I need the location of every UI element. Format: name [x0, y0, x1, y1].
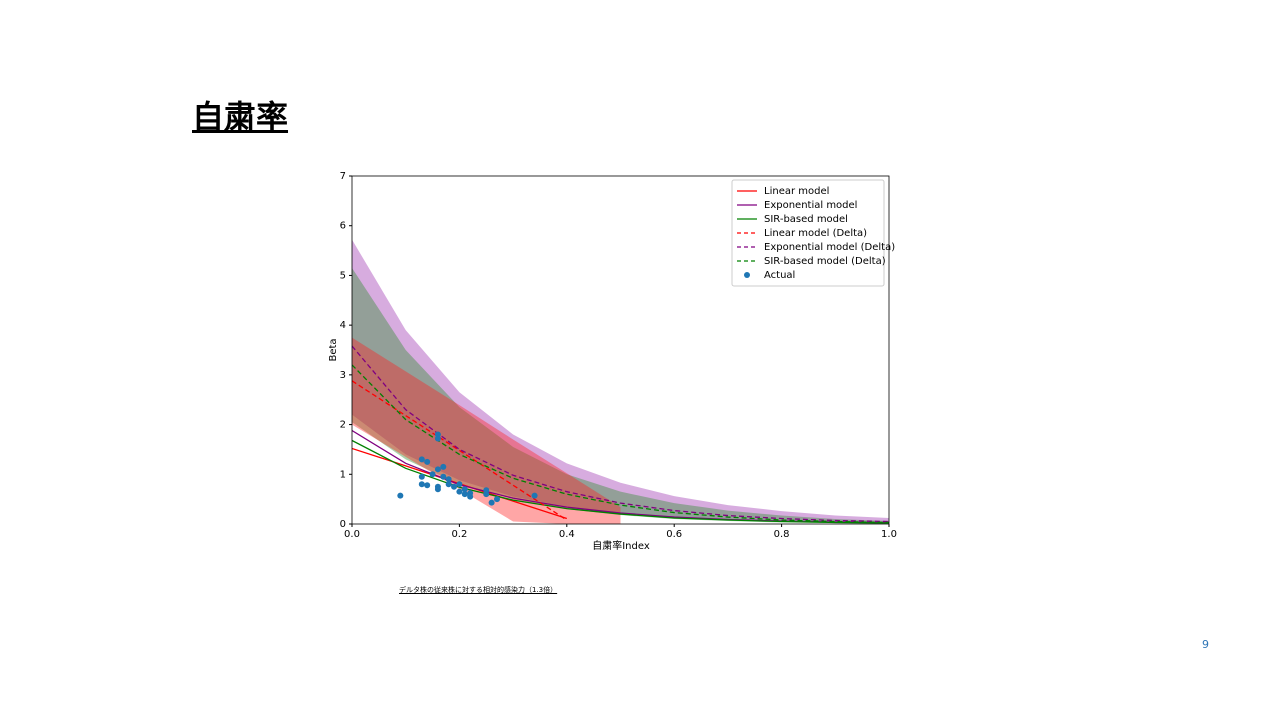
y-tick-label: 6 [340, 221, 346, 232]
scatter-point [456, 481, 463, 488]
scatter-point [467, 490, 474, 497]
scatter-point [456, 488, 463, 495]
scatter-point [493, 496, 500, 503]
confidence-band [352, 267, 889, 524]
scatter-point [483, 487, 490, 494]
scatter-point [424, 458, 431, 465]
x-tick-label: 0.6 [666, 529, 682, 540]
legend-label: SIR-based model (Delta) [764, 256, 886, 267]
scatter-point [445, 476, 452, 483]
scatter-point [445, 481, 452, 488]
legend-label: Exponential model (Delta) [764, 242, 895, 253]
scatter-point [451, 483, 458, 490]
scatter-point [434, 466, 441, 473]
y-tick-label: 5 [340, 270, 346, 281]
scatter-point [418, 456, 425, 463]
scatter-point [418, 481, 425, 488]
x-tick-label: 1.0 [881, 529, 897, 540]
line [352, 439, 889, 524]
line [352, 345, 889, 523]
plot-area [352, 239, 889, 524]
legend-label: SIR-based model [764, 214, 848, 225]
plot-frame [351, 175, 890, 525]
legend: Linear model Exponential model SIR-based m… [731, 179, 895, 287]
legend-box [731, 179, 885, 287]
line [352, 380, 568, 521]
scatter-point [429, 471, 436, 478]
y-tick-label: 7 [340, 171, 346, 182]
line [352, 364, 889, 524]
scatter-point [440, 473, 447, 480]
scatter-point [424, 482, 431, 489]
x-tick-label: 0.0 [344, 529, 360, 540]
y-tick-label: 1 [340, 469, 346, 480]
y-tick-label: 4 [340, 320, 346, 331]
x-axis-label: 自粛率Index [592, 539, 650, 552]
scatter-point [461, 486, 468, 493]
scatter-point [488, 499, 495, 506]
scatter-point [434, 486, 441, 493]
scatter-point [531, 492, 538, 499]
confidence-band [352, 337, 621, 524]
legend-label: Actual [764, 270, 795, 281]
footnote: デルタ株の従来株に対する相対的感染力（1.3倍） [399, 586, 558, 594]
scatter-point [461, 491, 468, 498]
legend-swatch [744, 272, 750, 278]
legend-label: Exponential model [764, 200, 857, 211]
slide-title: 自粛率 [192, 98, 289, 136]
x-tick-label: 0.2 [451, 529, 467, 540]
x-tick-label: 0.8 [774, 529, 790, 540]
scatter-point [418, 473, 425, 480]
legend-label: Linear model [764, 186, 829, 197]
y-tick-label: 2 [340, 420, 346, 431]
scatter-point [397, 492, 404, 499]
y-tick-label: 0 [340, 519, 346, 530]
confidence-band [352, 239, 889, 524]
legend-label: Linear model (Delta) [764, 228, 867, 239]
scatter-point [434, 435, 441, 442]
y-tick-label: 3 [340, 370, 346, 381]
scatter-point [440, 463, 447, 470]
y-axis-label: Beta [328, 338, 339, 361]
x-tick-label: 0.4 [559, 529, 575, 540]
page-number: 9 [1202, 638, 1209, 651]
